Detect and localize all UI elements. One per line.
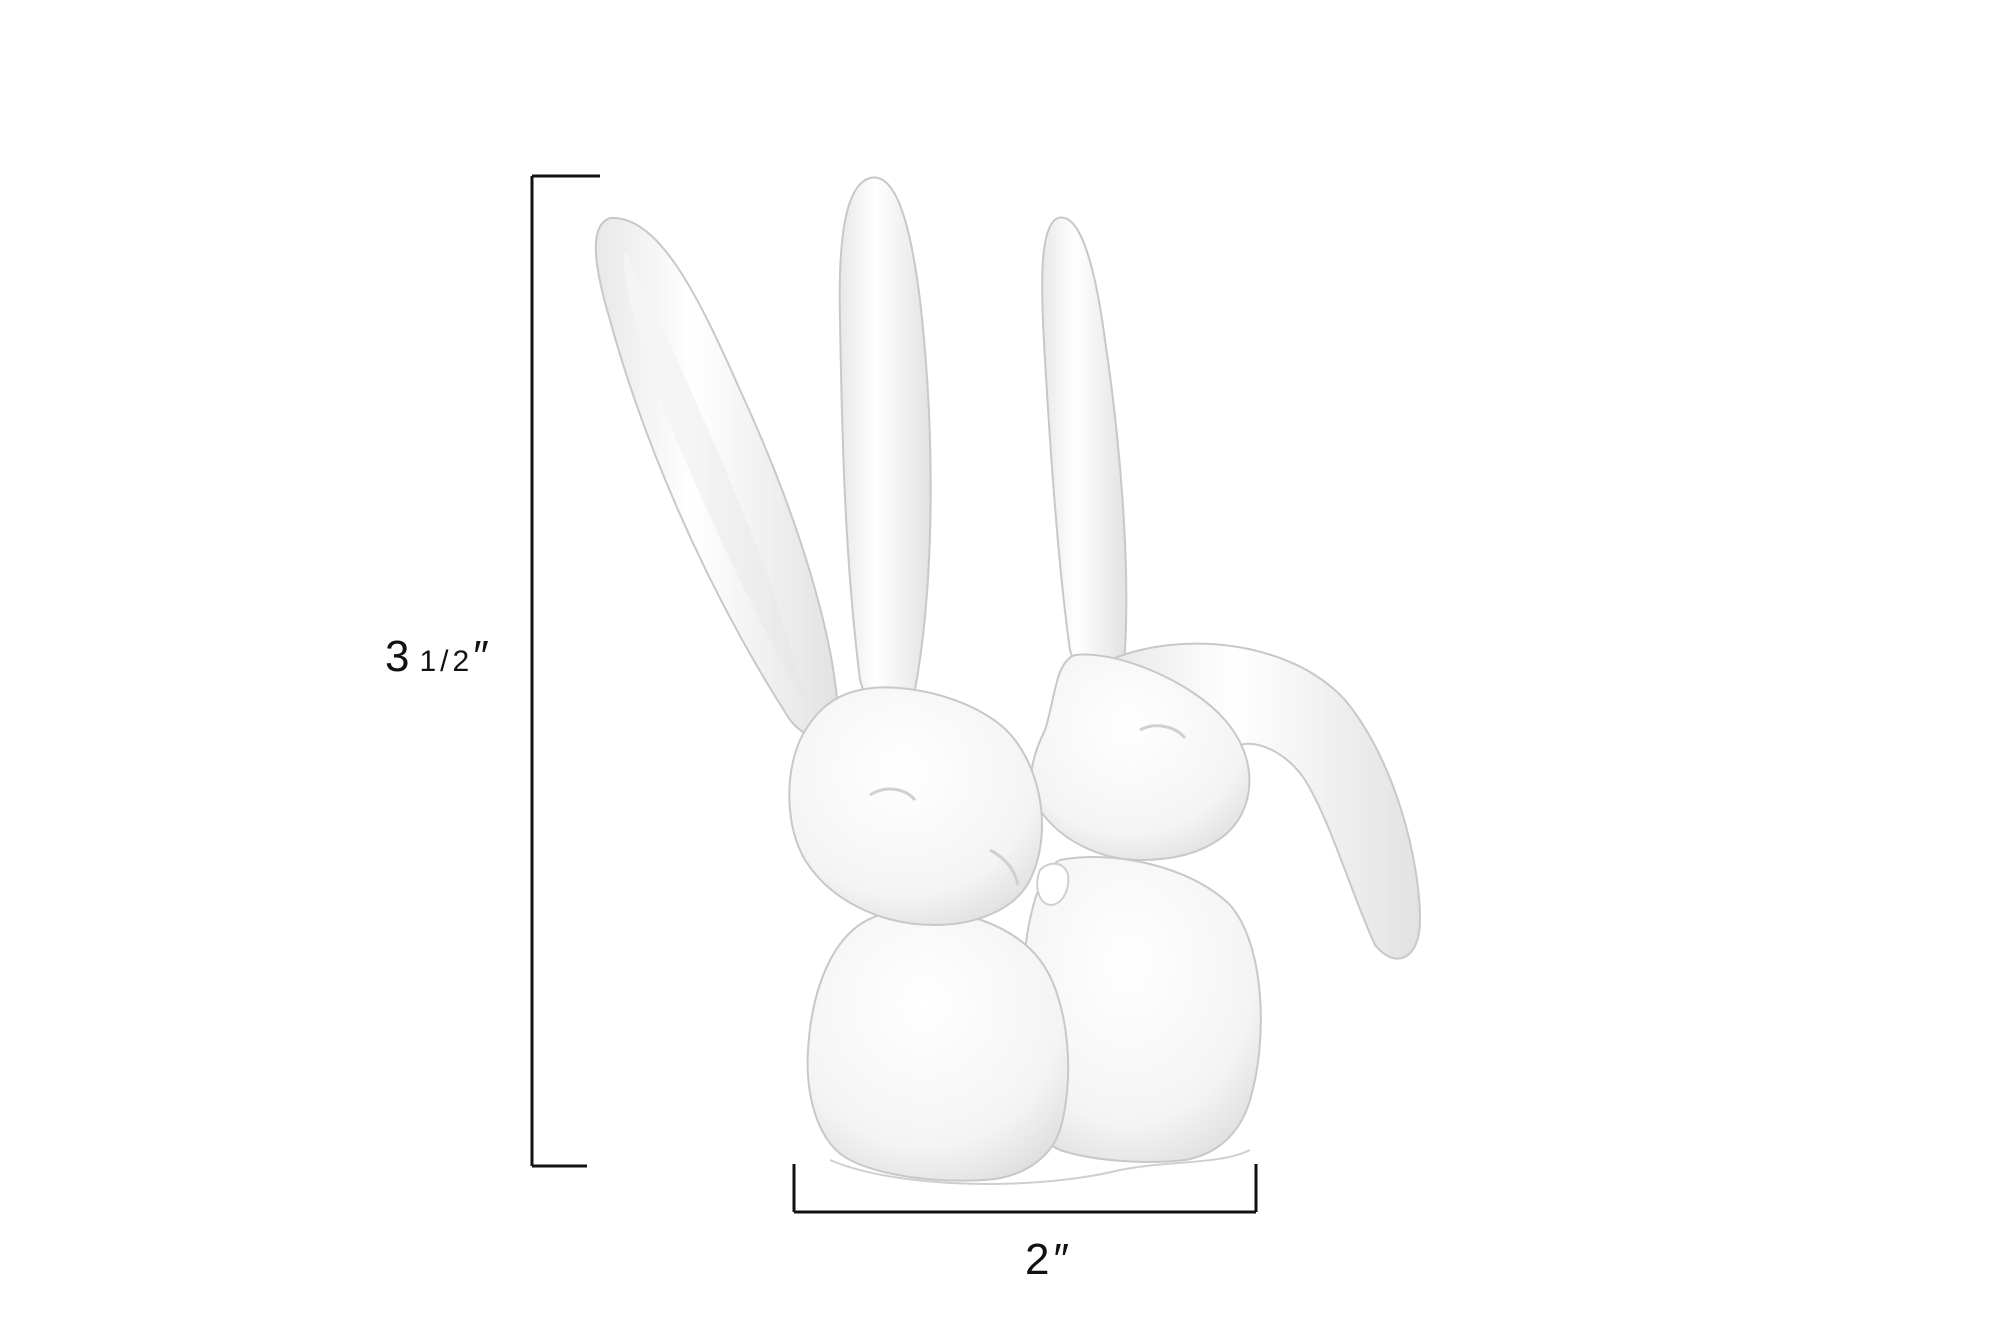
width-unit: ″ <box>1053 1235 1070 1284</box>
right-bunny-head <box>1029 653 1251 862</box>
left-bunny-body <box>806 909 1070 1182</box>
height-fraction: 1/2 <box>419 645 474 678</box>
figurine-base <box>829 1149 1251 1185</box>
figurine-gap <box>1036 862 1070 907</box>
bunny-figurine <box>594 176 1422 1185</box>
left-bunny-right-ear <box>838 176 932 715</box>
height-unit: ″ <box>473 632 489 681</box>
width-whole: 2 <box>1025 1235 1050 1284</box>
height-whole: 3 <box>385 632 410 681</box>
left-bunny-head <box>788 686 1043 927</box>
left-bunny-eye <box>869 787 917 802</box>
width-bracket <box>792 1164 1258 1214</box>
left-bunny-left-ear-inner <box>624 250 808 705</box>
width-dimension-label: 2″ <box>1025 1238 1069 1282</box>
height-bracket <box>530 174 600 1168</box>
height-dimension-label: 3 1/2″ <box>385 635 489 679</box>
right-bunny-eye <box>1139 724 1187 740</box>
left-bunny-nose <box>989 848 1020 886</box>
right-bunny-upright-ear <box>1041 216 1128 681</box>
